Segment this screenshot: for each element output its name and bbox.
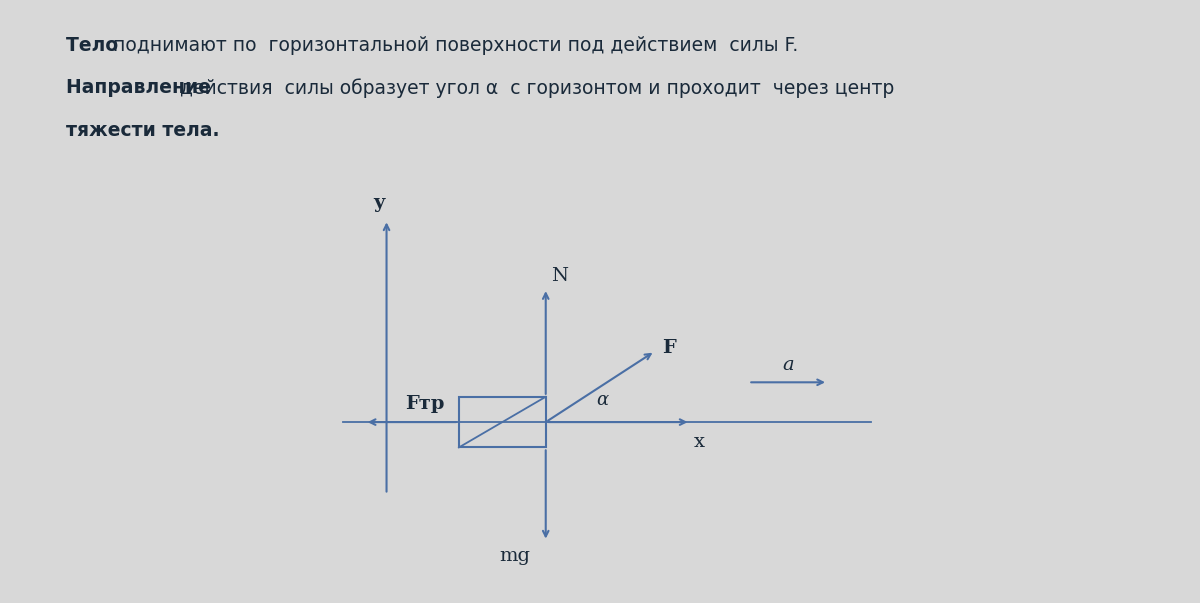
Text: тяжести тела.: тяжести тела. (66, 121, 220, 140)
Text: действия  силы образует угол α  с горизонтом и проходит  через центр: действия силы образует угол α с горизонт… (168, 78, 894, 98)
Text: y: y (373, 194, 385, 212)
Text: Направление: Направление (66, 78, 217, 98)
Text: mg: mg (499, 548, 530, 565)
Text: F: F (662, 338, 676, 356)
Bar (458, 397, 546, 447)
Text: Fтр: Fтр (406, 396, 444, 414)
Text: N: N (552, 267, 569, 285)
Text: поднимают по  горизонтальной поверхности под действием  силы F.: поднимают по горизонтальной поверхности … (107, 36, 798, 55)
Text: x: x (694, 433, 706, 451)
Text: a: a (782, 356, 794, 374)
Text: Тело: Тело (66, 36, 125, 55)
Text: α: α (596, 391, 608, 409)
